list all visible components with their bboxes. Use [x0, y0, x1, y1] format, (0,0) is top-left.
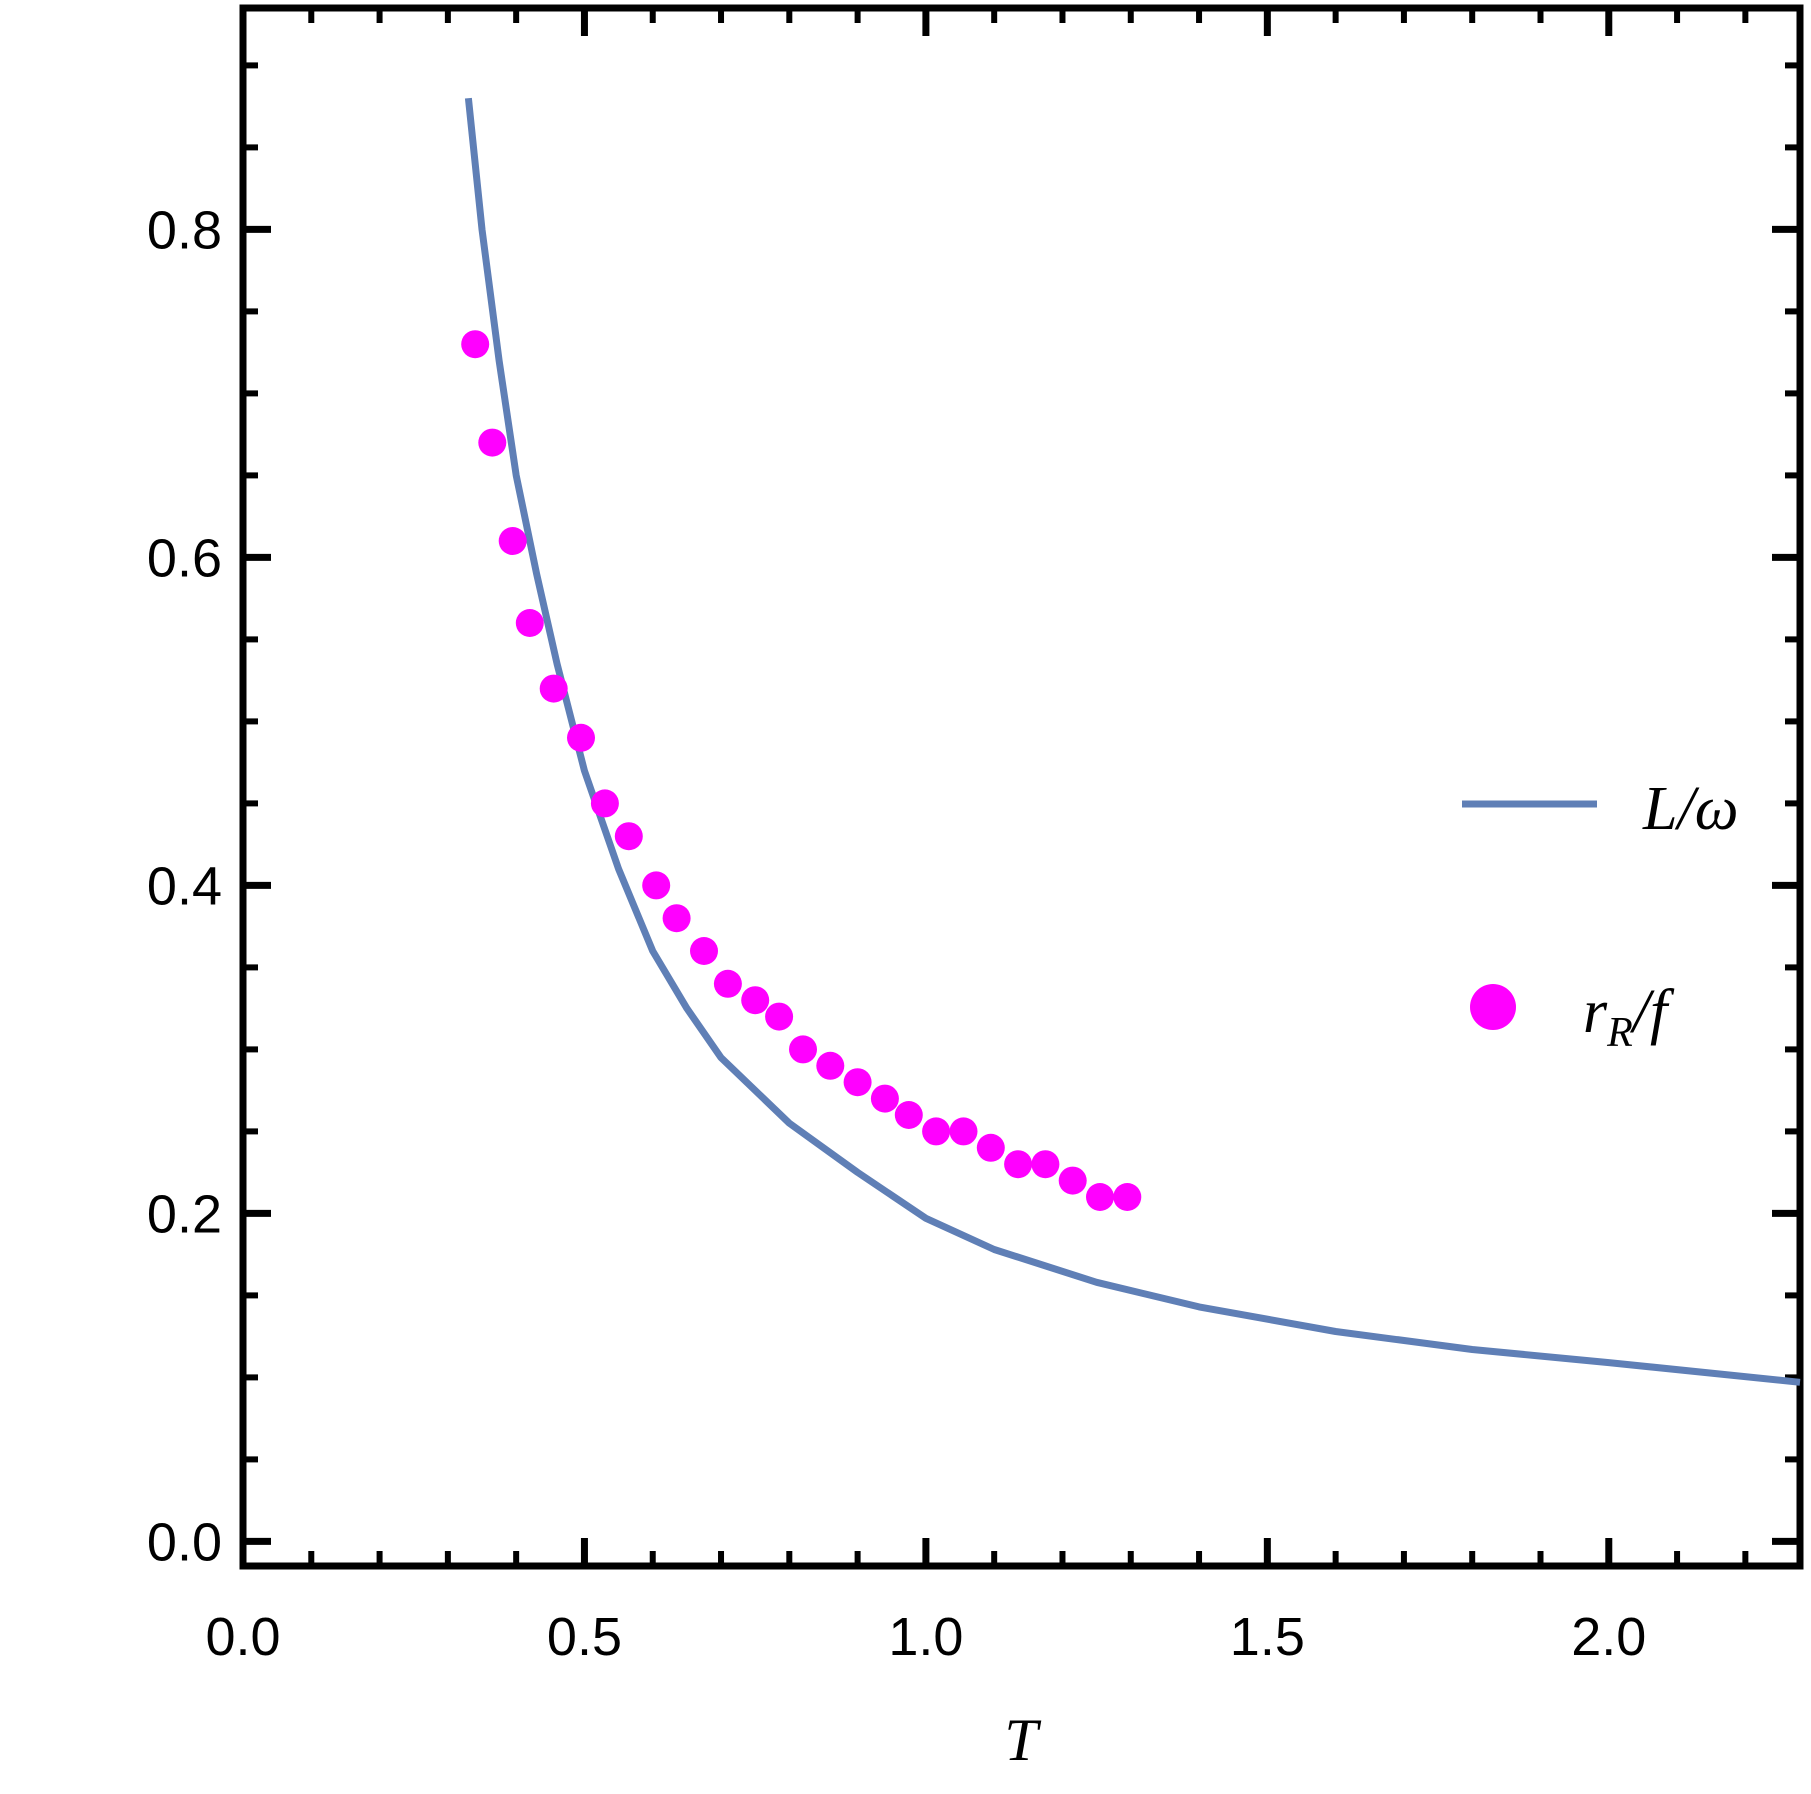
data-point	[478, 428, 507, 457]
data-point	[843, 1068, 872, 1097]
legend-swatch-marker	[1470, 984, 1516, 1030]
x-tick-label: 0.0	[205, 1607, 280, 1667]
data-point	[741, 986, 770, 1015]
data-point	[515, 609, 544, 637]
x-tick-label: 1.0	[888, 1607, 963, 1667]
data-point	[713, 969, 742, 998]
data-point	[870, 1084, 899, 1113]
data-point	[690, 937, 718, 965]
data-point	[461, 330, 490, 359]
x-axis-title: T	[1004, 1707, 1041, 1773]
y-tick-label: 0.0	[147, 1512, 222, 1572]
y-tick-label: 0.6	[147, 528, 222, 588]
series-line	[464, 97, 1801, 1386]
x-tick-label: 2.0	[1571, 1607, 1646, 1667]
data-point	[922, 1117, 951, 1146]
data-point	[590, 789, 619, 818]
legend-subscript: R	[1606, 1010, 1633, 1056]
x-tick-label: 1.5	[1230, 1607, 1305, 1667]
data-point	[539, 674, 568, 703]
y-tick-label: 0.4	[147, 856, 222, 916]
x-tick-label: 0.5	[547, 1607, 622, 1667]
data-point	[498, 527, 527, 555]
data-point	[816, 1051, 845, 1080]
data-point	[614, 822, 643, 851]
y-tick-label: 0.8	[147, 200, 222, 260]
legend-label-line-series: L/ω	[1642, 775, 1738, 843]
plot-frame	[239, 4, 1804, 1570]
axis-ticks	[239, 8, 1800, 1566]
axis-tick-labels: 0.0 0.5 1.0 1.5 2.0 0.0 0.2 0.4 0.6 0.8	[147, 200, 1646, 1667]
y-tick-label: 0.2	[147, 1184, 222, 1244]
data-point	[765, 1002, 794, 1031]
data-point	[1004, 1150, 1033, 1179]
plot-area	[461, 97, 1801, 1386]
data-point	[894, 1101, 923, 1129]
data-point	[949, 1117, 978, 1146]
data-point	[1113, 1183, 1142, 1211]
data-point	[1058, 1166, 1087, 1195]
data-point	[642, 871, 671, 900]
data-point	[976, 1133, 1005, 1162]
data-point	[1086, 1183, 1114, 1211]
data-point	[789, 1035, 817, 1064]
data-point	[662, 904, 691, 933]
data-point	[1031, 1150, 1060, 1179]
data-point	[567, 723, 595, 752]
